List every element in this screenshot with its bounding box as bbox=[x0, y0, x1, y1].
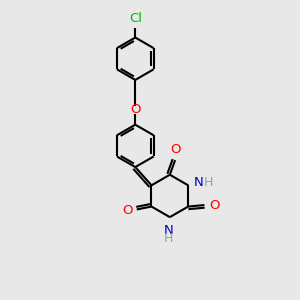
Text: H: H bbox=[203, 176, 213, 190]
Text: O: O bbox=[170, 143, 180, 156]
Text: Cl: Cl bbox=[129, 12, 142, 25]
Text: N: N bbox=[164, 224, 173, 237]
Text: H: H bbox=[164, 232, 173, 245]
Text: O: O bbox=[209, 199, 219, 212]
Text: O: O bbox=[122, 204, 133, 217]
Text: O: O bbox=[130, 103, 140, 116]
Text: N: N bbox=[194, 176, 204, 190]
